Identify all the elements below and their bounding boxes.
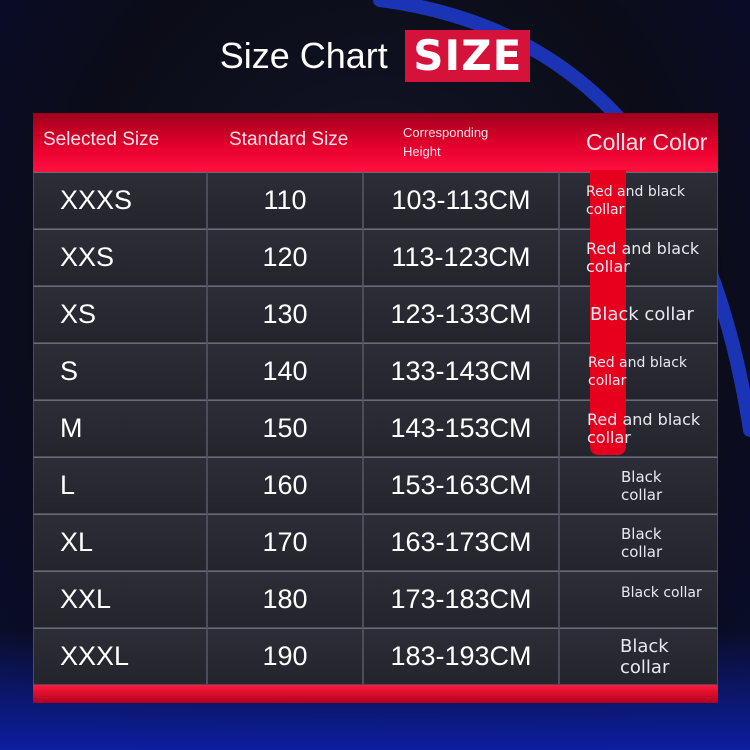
height-cell: 183-193CM	[363, 628, 559, 685]
selected-size-cell: M	[33, 400, 207, 457]
standard-size: 130	[262, 299, 308, 329]
height-cell: 173-183CM	[363, 571, 559, 628]
header-height-line1: Corresponding	[403, 125, 489, 140]
collar-color: Red and black collar	[587, 409, 701, 447]
collar-color: Black collar	[590, 303, 694, 325]
collar-color-cell: Red and black collar	[559, 400, 718, 457]
standard-size: 140	[262, 356, 308, 386]
collar-color: Red and black collar	[588, 354, 687, 389]
selected-size: XS	[60, 299, 97, 329]
selected-size-cell: XS	[33, 286, 207, 343]
selected-size-cell: XL	[33, 514, 207, 571]
height-range: 163-173CM	[390, 527, 532, 557]
height-cell: 143-153CM	[363, 400, 559, 457]
title-badge: SIZE	[405, 30, 531, 82]
selected-size-cell: S	[33, 343, 207, 400]
collar-color-cell: Black collar	[559, 457, 718, 514]
table-row: XXXL 190 183-193CM Black collar	[33, 628, 718, 685]
title-text: Size Chart	[219, 35, 388, 76]
collar-color: Black collar	[620, 635, 670, 678]
size-table: Selected Size Standard Size Correspondin…	[33, 113, 718, 703]
standard-size-cell: 110	[207, 172, 363, 229]
table-row: XS 130 123-133CM Black collar	[33, 286, 718, 343]
table-row: XXS 120 113-123CM Red and black collar	[33, 229, 718, 286]
standard-size-cell: 120	[207, 229, 363, 286]
standard-size: 160	[262, 470, 308, 500]
height-range: 123-133CM	[390, 299, 532, 329]
selected-size-cell: L	[33, 457, 207, 514]
height-range: 103-113CM	[391, 185, 531, 215]
table-footer-bar	[33, 685, 718, 703]
table-header: Selected Size Standard Size Correspondin…	[33, 113, 718, 172]
collar-color: Red and black collar	[586, 183, 685, 218]
selected-size: S	[60, 356, 79, 386]
selected-size-cell: XXXL	[33, 628, 207, 685]
standard-size-cell: 150	[207, 400, 363, 457]
collar-color: Black collar	[621, 584, 702, 601]
red-stripe-marker	[590, 170, 626, 455]
standard-size-cell: 160	[207, 457, 363, 514]
table-row: XL 170 163-173CM Black collar	[33, 514, 718, 571]
header-standard-size: Standard Size	[229, 129, 349, 150]
height-range: 113-123CM	[391, 242, 531, 272]
selected-size: L	[60, 470, 76, 500]
table-row: XXXS 110 103-113CM Red and black collar	[33, 172, 718, 229]
collar-color-cell: Black collar	[559, 286, 718, 343]
collar-color-cell: Black collar	[559, 514, 718, 571]
standard-size-cell: 180	[207, 571, 363, 628]
standard-size: 110	[263, 185, 307, 215]
standard-size: 120	[262, 242, 308, 272]
header-collar-color: Collar Color	[586, 129, 708, 155]
standard-size-cell: 130	[207, 286, 363, 343]
table-row: L 160 153-163CM Black collar	[33, 457, 718, 514]
standard-size: 150	[262, 413, 308, 443]
collar-color-cell: Red and black collar	[559, 172, 718, 229]
height-range: 143-153CM	[390, 413, 532, 443]
collar-color-cell: Red and black collar	[559, 343, 718, 400]
selected-size: XXXL	[60, 641, 130, 671]
height-cell: 123-133CM	[363, 286, 559, 343]
standard-size-cell: 170	[207, 514, 363, 571]
selected-size-cell: XXL	[33, 571, 207, 628]
standard-size: 180	[262, 584, 308, 614]
height-range: 183-193CM	[390, 641, 532, 671]
height-range: 153-163CM	[390, 470, 532, 500]
selected-size: XXL	[60, 584, 112, 614]
header-height-line2: Height	[403, 144, 441, 159]
height-cell: 163-173CM	[363, 514, 559, 571]
selected-size: M	[60, 413, 83, 443]
height-cell: 153-163CM	[363, 457, 559, 514]
collar-color: Red and black collar	[586, 238, 700, 276]
standard-size: 190	[262, 641, 308, 671]
page-title: Size Chart SIZE	[0, 30, 750, 82]
table-row: S 140 133-143CM Red and black collar	[33, 343, 718, 400]
height-range: 173-183CM	[390, 584, 532, 614]
standard-size: 170	[262, 527, 308, 557]
height-cell: 113-123CM	[363, 229, 559, 286]
table-row: M 150 143-153CM Red and black collar	[33, 400, 718, 457]
height-cell: 133-143CM	[363, 343, 559, 400]
height-range: 133-143CM	[390, 356, 532, 386]
selected-size-cell: XXXS	[33, 172, 207, 229]
collar-color-cell: Black collar	[559, 571, 718, 628]
standard-size-cell: 140	[207, 343, 363, 400]
collar-color-cell: Red and black collar	[559, 229, 718, 286]
selected-size: XXS	[60, 242, 115, 272]
table-row: XXL 180 173-183CM Black collar	[33, 571, 718, 628]
collar-color: Black collar	[621, 524, 663, 561]
selected-size: XXXS	[60, 185, 133, 215]
standard-size-cell: 190	[207, 628, 363, 685]
table-body: XXXS 110 103-113CM Red and black collar X…	[33, 172, 718, 685]
selected-size: XL	[60, 527, 94, 557]
height-cell: 103-113CM	[363, 172, 559, 229]
header-selected-size: Selected Size	[43, 129, 160, 150]
collar-color-cell: Black collar	[559, 628, 718, 685]
collar-color: Black collar	[621, 467, 663, 504]
selected-size-cell: XXS	[33, 229, 207, 286]
